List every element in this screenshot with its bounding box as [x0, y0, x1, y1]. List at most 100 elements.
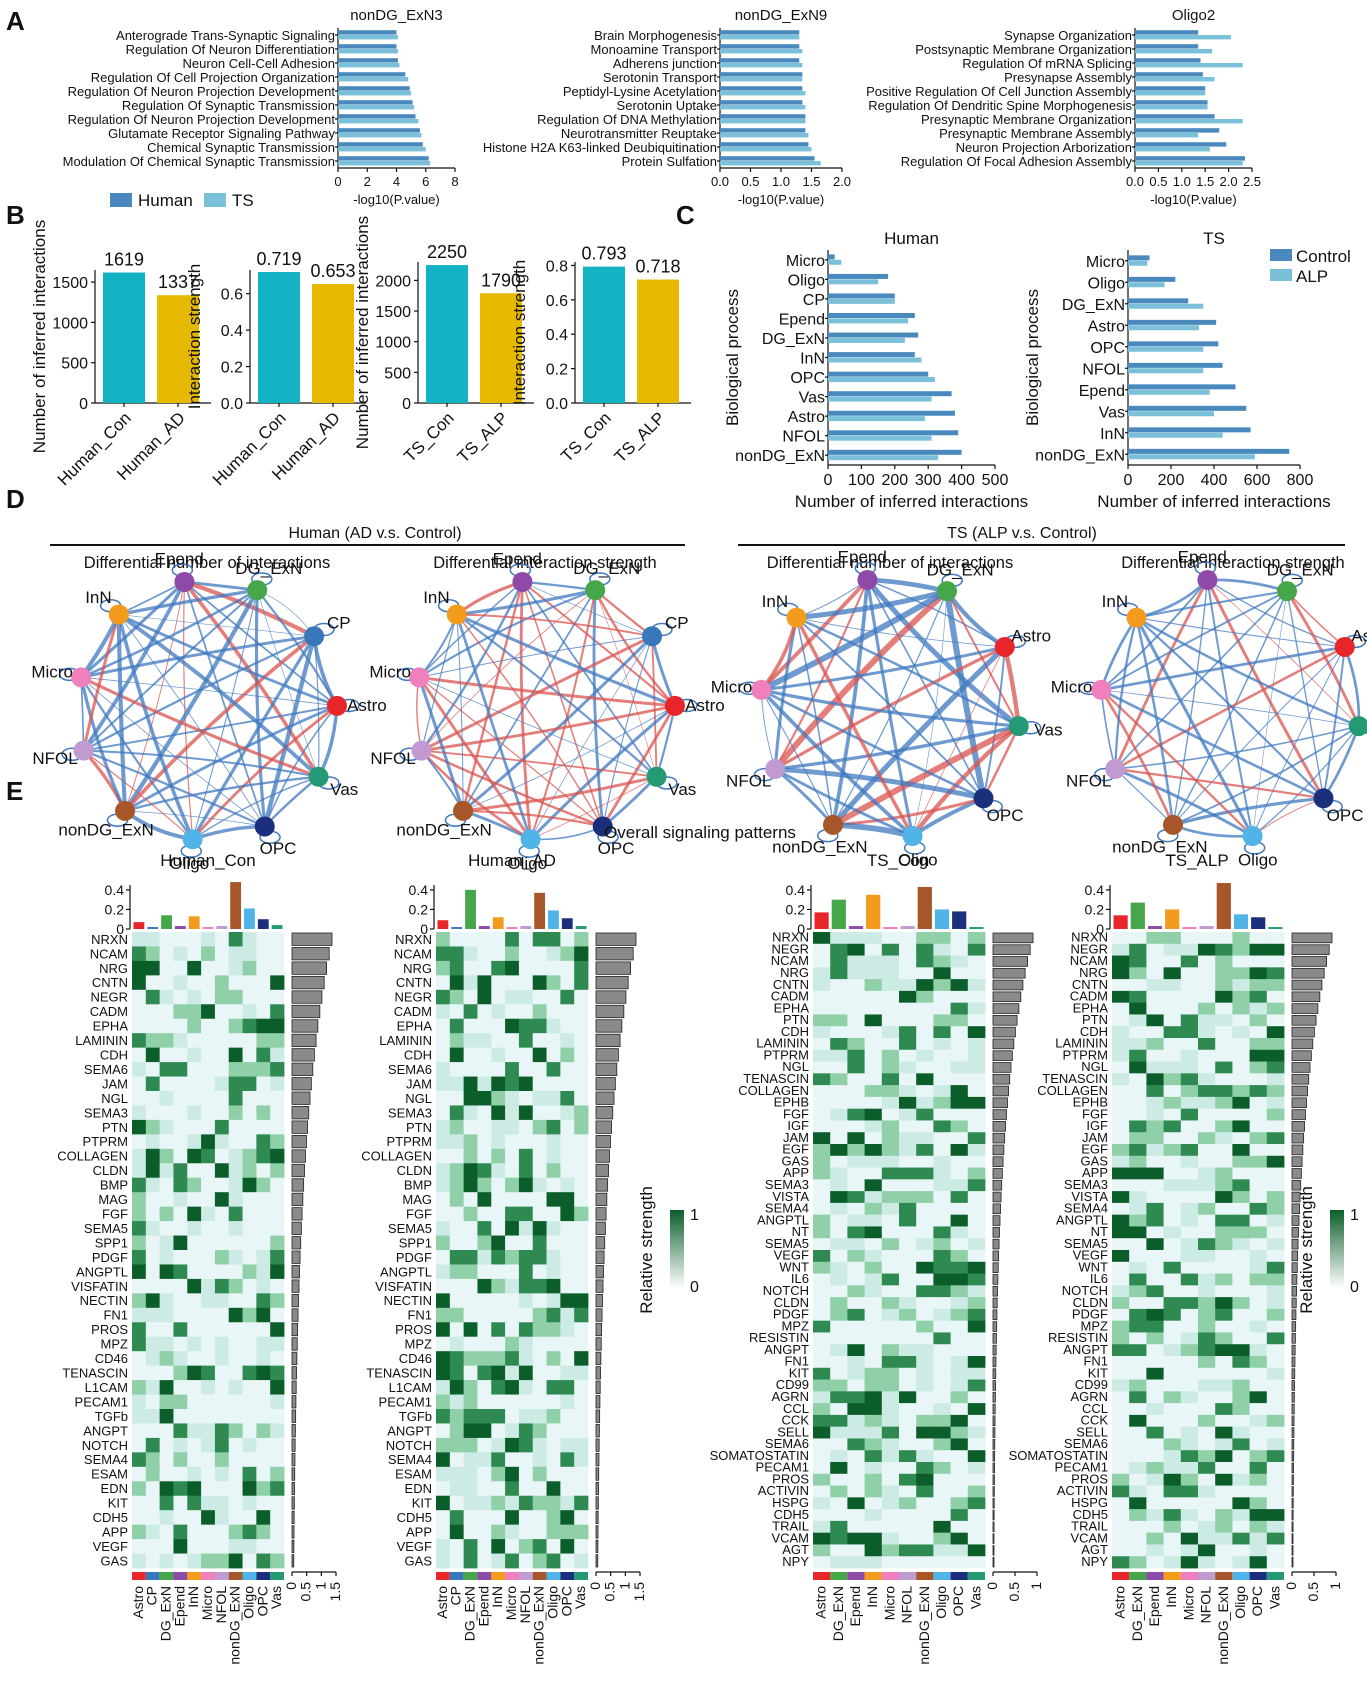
heatmap-row-label: PTPRM — [1063, 1047, 1109, 1062]
heatmap-cell — [933, 1073, 951, 1086]
panelA-category-label: Histone H2A K63-linked Deubiquitination — [483, 140, 717, 155]
heatmap-cell — [1180, 955, 1199, 968]
heatmap-row-label: BMP — [404, 1178, 432, 1193]
top-bar-tick-label: 0.2 — [1085, 901, 1105, 917]
heatmap-cell — [967, 1462, 986, 1475]
heatmap-column-label: Epend — [171, 1586, 187, 1626]
right-bar — [291, 1293, 299, 1308]
heatmap-cell — [1146, 1426, 1164, 1439]
heatmap-cell — [1249, 967, 1268, 980]
heatmap-row-label: WNT — [1078, 1259, 1108, 1274]
heatmap-cell — [950, 1332, 969, 1345]
heatmap-cell — [1112, 1191, 1130, 1204]
heatmap-cell — [173, 1062, 188, 1077]
heatmap-row-label: APP — [1082, 1165, 1108, 1180]
heatmap-cell — [214, 1076, 230, 1092]
heatmap-cell — [491, 1307, 506, 1323]
heatmap-cell — [1215, 1379, 1233, 1392]
heatmap-cell — [256, 1553, 271, 1569]
heatmap-cell — [864, 1002, 883, 1015]
panelB-bar-TS_ALP — [637, 279, 679, 403]
heatmap-row-label: JAM — [406, 1076, 432, 1091]
heatmap-cell — [449, 1452, 465, 1468]
top-bar-tick-label: 0 — [797, 921, 805, 937]
network-node-label: NFOL — [370, 749, 415, 768]
heatmap-column-label: Epend — [1146, 1586, 1162, 1626]
heatmap-cell — [214, 1365, 230, 1381]
network-edge — [796, 588, 948, 621]
heatmap-cell — [187, 1148, 202, 1164]
heatmap-cell — [847, 1438, 865, 1451]
right-bar — [1291, 1003, 1319, 1014]
heatmap-cell — [1266, 1167, 1285, 1180]
heatmap-cell — [1266, 1061, 1285, 1074]
heatmap-cell — [228, 1033, 243, 1049]
heatmap-cell — [967, 1144, 986, 1157]
panelA-bar-human — [1135, 142, 1227, 147]
heatmap-cell — [1146, 1226, 1164, 1239]
network-edge — [1207, 578, 1288, 593]
heatmap-cell — [830, 1179, 848, 1192]
heatmap-cell — [449, 946, 465, 962]
heatmap-cell — [532, 1466, 547, 1482]
heatmap-cell — [463, 1351, 478, 1367]
heatmap-cell — [813, 1226, 831, 1239]
network-node-label: OPC — [987, 806, 1024, 825]
heatmap-cell — [950, 1320, 969, 1333]
panelA-category-label: Presynaptic Membrane Assembly — [939, 126, 1132, 141]
heatmap-column-label: Micro — [1180, 1586, 1196, 1620]
heatmap-cell — [214, 1336, 230, 1352]
heatmap-cell — [546, 1452, 561, 1468]
heatmap-cell — [899, 1273, 917, 1286]
heatmap-row-label: NPY — [1081, 1554, 1108, 1569]
panelA-category-label: Regulation Of Neuron Projection Developm… — [68, 84, 336, 99]
heatmap-cell — [1180, 1497, 1199, 1510]
heatmap-cell — [1129, 1155, 1147, 1168]
heatmap-cell — [228, 1250, 243, 1265]
heatmap-cell — [967, 1250, 986, 1263]
heatmap-cell — [187, 1553, 202, 1569]
right-bar — [291, 1337, 298, 1351]
heatmap-cell — [256, 1423, 271, 1439]
top-bar-Vas — [1268, 927, 1283, 929]
heatmap-cell — [228, 1105, 243, 1121]
heatmap-cell — [881, 1073, 900, 1086]
heatmap-cell — [813, 932, 831, 945]
network-edge — [795, 617, 834, 825]
heatmap-column-label: DG_ExN — [1129, 1586, 1145, 1641]
heatmap-cell — [1215, 1002, 1233, 1015]
heatmap-cell — [1112, 943, 1130, 956]
heatmap-cell — [214, 1495, 230, 1511]
heatmap-cell — [847, 1509, 865, 1522]
heatmap-cell — [881, 932, 900, 945]
top-bar-Astro — [814, 912, 829, 929]
heatmap-cell — [132, 1539, 147, 1554]
heatmap-cell — [449, 1423, 465, 1439]
heatmap-cell — [864, 1532, 883, 1545]
panelB-data-label: 0.718 — [635, 257, 680, 277]
heatmap-cell — [518, 1206, 534, 1222]
heatmap-cell — [933, 1520, 951, 1534]
network-edge — [118, 614, 315, 637]
heatmap-cell — [228, 1119, 243, 1135]
heatmap-row-label: NRXN — [1071, 930, 1108, 945]
heatmap-cell — [899, 1096, 917, 1110]
top-bar-NFOL — [900, 926, 915, 929]
heatmap-cell — [950, 1155, 969, 1168]
network-edge — [1172, 725, 1360, 826]
right-bar — [1291, 1344, 1296, 1356]
network-edge — [456, 588, 596, 617]
heatmap-row-label: NGL — [1081, 1059, 1108, 1074]
heatmap-cell — [1129, 1426, 1147, 1439]
panelA-x-tick-label: 2.0 — [1220, 174, 1238, 189]
heatmap-cell — [560, 1293, 575, 1309]
heatmap-column-label: CP — [144, 1586, 160, 1605]
heatmap-row-label: SOMATOSTATIN — [1009, 1448, 1108, 1463]
heatmap-cell — [505, 1365, 520, 1381]
network-node-OPC — [1313, 788, 1334, 809]
heatmap-cell — [505, 1553, 520, 1569]
heatmap-cell — [145, 1423, 161, 1439]
heatmap-cell — [491, 1394, 506, 1410]
heatmap-cell — [1249, 1473, 1268, 1486]
heatmap-row-label: NT — [1091, 1224, 1108, 1239]
